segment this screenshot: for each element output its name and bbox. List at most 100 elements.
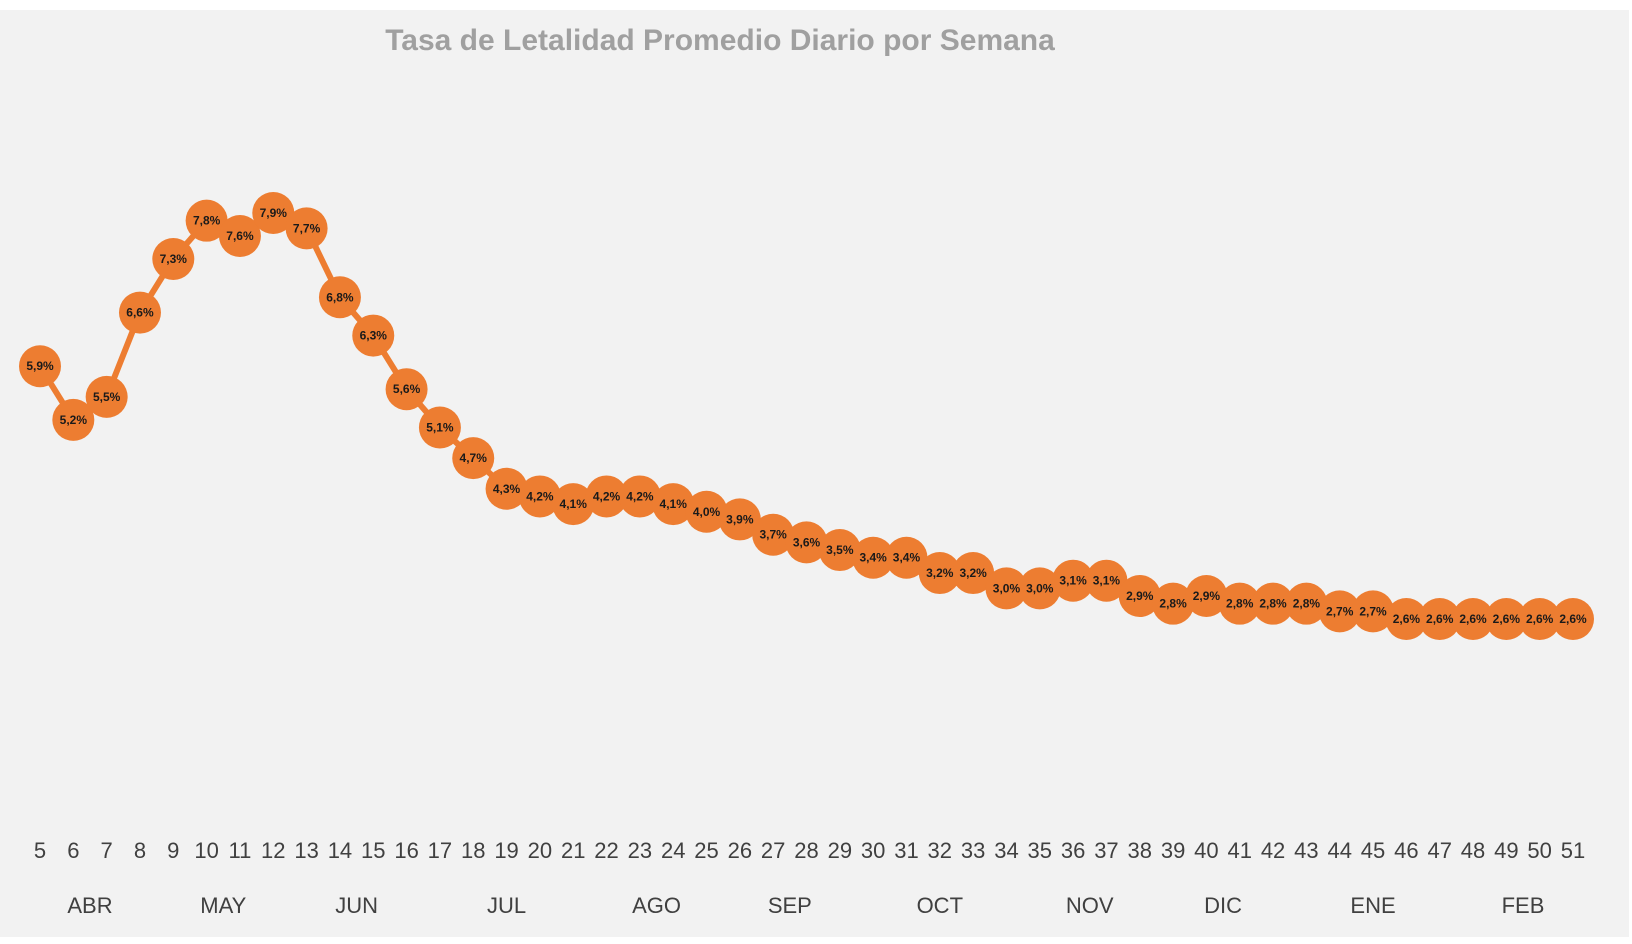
data-point <box>1385 598 1428 640</box>
x-tick-label: 48 <box>1461 838 1485 863</box>
x-tick-label: 30 <box>861 838 885 863</box>
month-label: ENE <box>1350 893 1395 918</box>
x-tick-label: 36 <box>1061 838 1085 863</box>
data-point <box>452 437 495 480</box>
x-tick-label: 9 <box>167 838 179 863</box>
series: 5,9% 5,2% 5,5% 6,6% 7,3% 7,8% 7,6% 7,9% 7,7% 6,8%… <box>19 192 1594 640</box>
x-tick-label: 18 <box>461 838 485 863</box>
x-tick-label: 43 <box>1294 838 1318 863</box>
x-tick-label: 22 <box>594 838 618 863</box>
data-label: 4,1% <box>660 497 688 511</box>
data-label: 3,4% <box>893 551 921 565</box>
x-axis-ticks: 5 6 7 8 9 10 11 12 13 14 15 16 17 18 19 20 21 22 23 24 25 26 2… <box>34 838 1585 863</box>
data-label: 4,2% <box>593 489 621 503</box>
data-label: 6,8% <box>326 290 354 304</box>
x-tick-label: 5 <box>34 838 46 863</box>
data-point <box>418 406 461 449</box>
data-label: 7,7% <box>293 221 321 235</box>
data-label: 3,1% <box>1093 574 1121 588</box>
x-axis-months: ABR MAY JUN JUL AGO SEP OCT NOV DIC ENE FEB <box>67 893 1544 918</box>
x-tick-label: 35 <box>1028 838 1052 863</box>
data-point <box>1018 567 1061 610</box>
data-label: 2,6% <box>1426 612 1454 626</box>
data-point <box>218 215 261 257</box>
data-point <box>818 529 861 572</box>
month-label: SEP <box>768 893 812 918</box>
data-label: 4,1% <box>560 497 588 511</box>
data-point <box>1218 582 1261 625</box>
data-label: 6,3% <box>360 329 388 343</box>
data-label: 3,2% <box>959 566 987 580</box>
x-tick-label: 16 <box>394 838 418 863</box>
data-point <box>552 483 595 526</box>
data-label: 7,6% <box>226 229 254 243</box>
data-point <box>652 483 695 526</box>
data-point <box>952 552 995 595</box>
x-tick-label: 17 <box>428 838 452 863</box>
data-label: 2,6% <box>1526 612 1554 626</box>
data-point <box>1552 598 1594 640</box>
x-tick-label: 26 <box>728 838 752 863</box>
x-tick-label: 46 <box>1394 838 1418 863</box>
data-label: 4,3% <box>493 482 521 496</box>
x-tick-label: 42 <box>1261 838 1285 863</box>
x-tick-label: 13 <box>294 838 318 863</box>
x-tick-label: 31 <box>894 838 918 863</box>
data-point <box>685 490 728 533</box>
x-tick-label: 41 <box>1227 838 1251 863</box>
data-label: 7,8% <box>193 214 221 228</box>
x-tick-label: 21 <box>561 838 585 863</box>
data-point <box>752 513 795 556</box>
x-tick-label: 14 <box>328 838 352 863</box>
data-point <box>1452 598 1495 640</box>
x-tick-label: 47 <box>1427 838 1451 863</box>
data-point <box>618 475 661 518</box>
data-point <box>1485 598 1528 640</box>
data-label: 5,2% <box>60 413 88 427</box>
data-point <box>19 345 61 388</box>
x-tick-label: 33 <box>961 838 985 863</box>
month-label: ABR <box>67 893 112 918</box>
data-point <box>1152 582 1195 625</box>
data-point <box>152 237 195 280</box>
x-tick-label: 49 <box>1494 838 1518 863</box>
data-point <box>1285 582 1328 625</box>
data-label: 6,6% <box>126 306 154 320</box>
data-point <box>352 314 395 357</box>
data-point <box>1352 590 1395 633</box>
month-label: OCT <box>917 893 963 918</box>
x-tick-label: 51 <box>1561 838 1585 863</box>
data-label: 4,2% <box>526 489 554 503</box>
x-tick-label: 8 <box>134 838 146 863</box>
data-label: 3,0% <box>993 581 1021 595</box>
data-label: 2,9% <box>1193 589 1221 603</box>
data-label: 3,9% <box>726 512 754 526</box>
data-point <box>585 475 628 518</box>
data-label: 7,9% <box>260 206 288 220</box>
x-tick-label: 38 <box>1128 838 1152 863</box>
data-point <box>285 207 328 250</box>
data-label: 2,7% <box>1326 604 1354 618</box>
month-label: NOV <box>1066 893 1114 918</box>
x-tick-label: 23 <box>628 838 652 863</box>
x-tick-label: 25 <box>694 838 718 863</box>
data-label: 5,1% <box>426 421 454 435</box>
data-label: 2,8% <box>1259 597 1287 611</box>
x-tick-label: 39 <box>1161 838 1185 863</box>
data-label: 2,6% <box>1393 612 1421 626</box>
data-label: 2,6% <box>1493 612 1521 626</box>
data-point <box>1518 598 1561 640</box>
data-point <box>1318 590 1361 633</box>
x-tick-label: 27 <box>761 838 785 863</box>
x-tick-label: 44 <box>1327 838 1351 863</box>
data-point <box>485 467 528 510</box>
data-label: 3,2% <box>926 566 954 580</box>
x-tick-label: 12 <box>261 838 285 863</box>
data-label: 2,6% <box>1459 612 1487 626</box>
data-label: 2,9% <box>1126 589 1154 603</box>
data-point <box>852 536 895 579</box>
data-label: 3,4% <box>859 551 887 565</box>
x-tick-label: 11 <box>229 838 252 863</box>
data-point <box>518 475 561 518</box>
